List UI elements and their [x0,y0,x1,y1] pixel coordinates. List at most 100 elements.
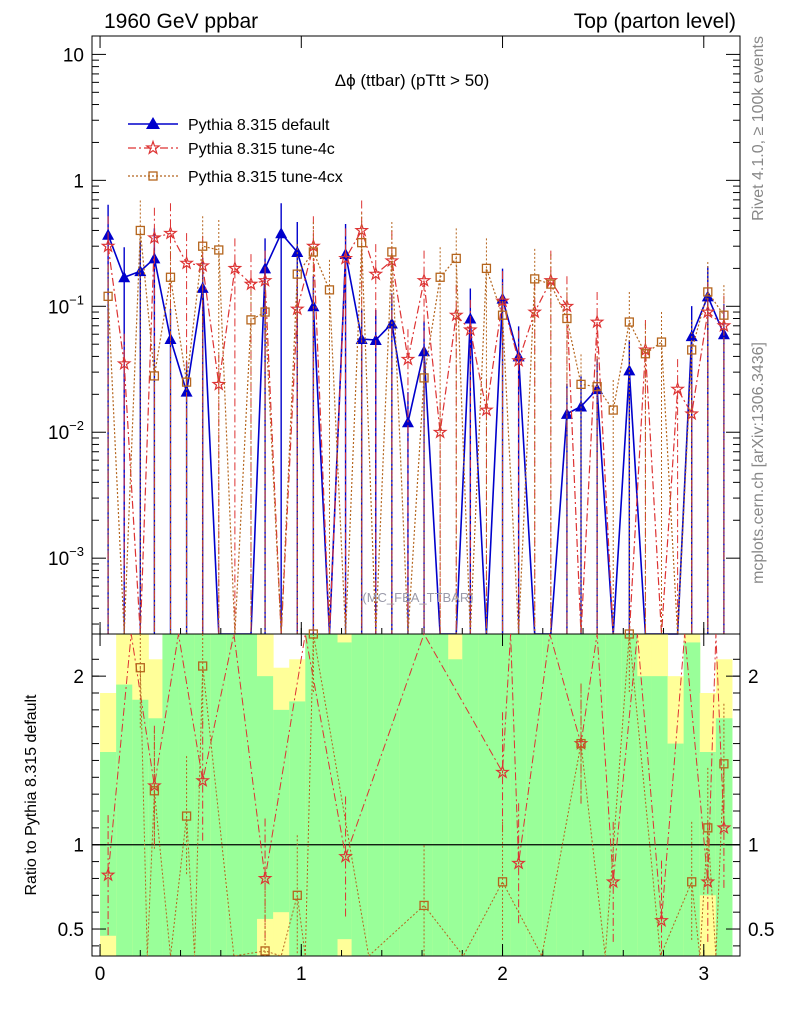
ratio-series-line [107,632,725,921]
ratio-series-1 [135,629,729,958]
legend: Pythia 8.315 default Pythia 8.315 tune-4… [128,117,343,186]
main-series-group [100,200,732,635]
data-point [275,227,288,239]
data-point [180,385,193,397]
triangle-marker-icon [146,117,160,129]
green-band-bin [305,634,322,956]
green-band-bin [210,634,228,956]
ratio-data-point [511,855,527,870]
series-0 [102,203,730,635]
data-point [462,322,478,337]
green-band-bin [273,709,290,913]
star-marker-icon [145,139,161,155]
green-band-bin [321,634,339,956]
data-point [227,260,243,275]
data-point [481,263,492,274]
green-band-bin [637,676,652,956]
green-band-bin [242,634,258,956]
data-point [134,265,147,277]
ratio-data-point [257,870,273,885]
data-point [546,279,556,289]
y-tick-label-right: 0.5 [748,920,774,941]
data-point [435,272,445,282]
ratio-data-point [135,663,145,673]
y-tick-label-left: 0.5 [58,920,84,941]
ratio-data-point [703,823,713,833]
data-point [246,315,256,325]
ratio-plot-frame [91,633,741,957]
data-point [416,272,432,287]
data-point [495,293,510,308]
series-line [107,230,725,635]
y-tick-label-right: 2 [748,667,759,688]
y-tick-label: 10 [63,45,84,66]
data-point [400,351,416,366]
legend-label-tune-4c: Pythia 8.315 tune-4c [188,141,335,158]
ratio-data-point [149,786,160,796]
green-band-bin [526,634,544,956]
data-point [308,247,319,257]
data-point [324,285,335,295]
ratio-data-point [195,772,211,787]
ratio-data-point [605,873,621,889]
ratio-data-point [260,946,270,956]
ratio-data-point [308,629,319,639]
data-point [562,313,572,324]
data-point [511,352,527,367]
green-band-bin [572,634,590,956]
green-band-bin [542,634,558,956]
series-1 [100,200,732,635]
data-point [592,382,602,392]
green-band-bin [432,634,449,956]
data-point [575,400,588,412]
main-panel: 10 1 10−1 10−2 10−3 (MC_FBA_TTBAR) Δϕ (ttbar… [48,35,741,635]
data-point [179,255,195,270]
data-point [576,379,586,389]
ratio-data-point [719,759,729,769]
green-band-bin [605,634,622,956]
data-point [432,424,448,439]
ratio-data-point [716,820,732,835]
data-point [146,229,162,245]
green-band-bin [351,634,369,956]
ratio-data-point [100,867,116,882]
data-point [640,349,651,359]
y-tick-label-left: 2 [73,667,84,688]
data-point [624,317,634,327]
ratio-panel: 0 1 2 3 0.5 0.5 1 1 2 2 Ratio to Pythia 8.315 def… [23,629,774,985]
data-point [118,271,131,283]
rivet-label: Rivet 4.1.0, ≥ 100k events [750,36,767,221]
ratio-y-axis-label: Ratio to Pythia 8.315 default [23,694,40,896]
x-tick-label: 0 [95,964,106,985]
ratio-uncertainty-bands [100,634,733,956]
data-point [243,276,259,291]
data-point [149,371,160,381]
data-point [451,253,461,264]
data-point [103,291,113,301]
data-point [163,225,178,240]
y-tick-label: 10−3 [48,544,84,570]
ratio-data-point [292,890,302,900]
data-point [165,272,176,282]
data-point [656,337,667,347]
green-band-bin [257,676,274,919]
green-band-bin [651,676,669,956]
green-band-bin [367,634,385,956]
green-band-bin [289,701,306,956]
ratio-data-point [181,811,192,821]
series-2 [103,200,729,635]
green-band-bin [416,634,433,956]
data-point [135,225,145,236]
ratio-series-group [100,629,732,958]
chart-title: Δϕ (ttbar) (pTtt > 50) [335,71,490,90]
green-band-bin [589,634,606,956]
ratio-data-point [198,661,208,671]
legend-entry-tune-4cx: Pythia 8.315 tune-4cx [128,169,343,186]
data-point [497,310,508,320]
ratio-series-line [139,633,725,958]
ratio-axis-ticks: 0 1 2 3 0.5 0.5 1 1 2 2 [58,634,774,985]
data-point [357,238,367,248]
ratio-data-point [576,738,586,749]
green-band-bin [178,634,196,956]
data-point [214,245,224,255]
